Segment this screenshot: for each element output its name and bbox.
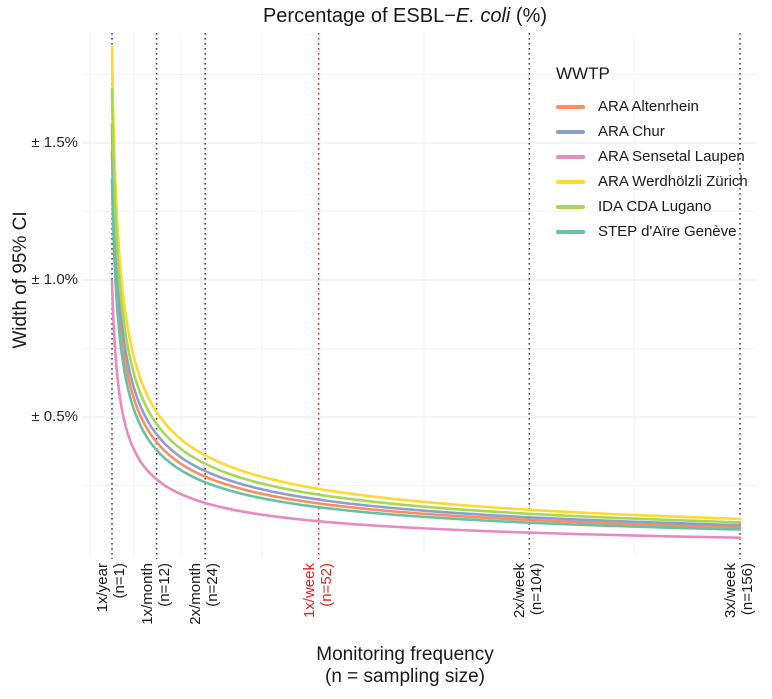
legend-item-label: ARA Chur [598, 123, 665, 140]
x-label-frequency: 3x/week [722, 563, 739, 619]
legend-item-ara-chur: ARA Chur [556, 119, 748, 144]
legend-key-line-icon [556, 204, 585, 209]
x-label-n: (n=52) [317, 563, 335, 607]
plot-title: Percentage of ESBL−E. coli (%) [60, 5, 750, 28]
y-tick-1.5: ± 1.5% [31, 134, 78, 151]
y-tick-0.5: ± 0.5% [31, 408, 78, 425]
plot-title-suffix: (%) [510, 5, 548, 27]
x-label-1x-year: 1x/year (n=1) [94, 563, 128, 612]
legend-item-label: ARA Sensetal Laupen [598, 148, 745, 165]
x-label-n: (n=12) [155, 563, 173, 607]
legend-item-ara-werdhoelzli-zuerich: ARA Werdhölzli Zürich [556, 169, 748, 194]
x-label-1x-month: 1x/month (n=12) [139, 563, 173, 625]
plot-title-species: E. coli [455, 5, 511, 27]
x-label-frequency: 2x/week [511, 563, 529, 619]
legend-key-line-icon [556, 104, 585, 109]
x-label-frequency: 1x/month [138, 563, 156, 625]
legend-item-ara-sensetal-laupen: ARA Sensetal Laupen [556, 144, 748, 169]
legend-key-line-icon [556, 129, 585, 134]
x-label-n: (n=104) [528, 563, 546, 616]
y-tick-1.0: ± 1.0% [31, 271, 78, 288]
x-axis-title-line2: (n = sampling size) [325, 666, 485, 687]
legend-item-label: IDA CDA Lugano [598, 198, 712, 215]
legend-key-line-icon [556, 154, 585, 159]
x-label-n: (n=24) [204, 563, 222, 607]
legend-key-line-icon [556, 229, 585, 234]
x-label-3x-week: 3x/week (n=156) [722, 563, 756, 618]
legend-item-label: ARA Altenrhein [598, 98, 699, 115]
x-label-2x-week: 2x/week (n=104) [511, 563, 545, 618]
x-label-frequency: 1x/week [300, 563, 318, 619]
x-axis-title: Monitoring frequency (n = sampling size) [60, 644, 750, 688]
legend-item-ara-altenrhein: ARA Altenrhein [556, 94, 748, 119]
x-label-n: (n=1) [111, 563, 128, 599]
x-label-frequency: 2x/month [187, 563, 205, 625]
legend-key-line-icon [556, 179, 585, 184]
legend-item-label: ARA Werdhölzli Zürich [598, 173, 748, 190]
x-axis-title-line1: Monitoring frequency [316, 644, 494, 665]
legend-title: WWTP [556, 64, 610, 83]
legend-item-label: STEP d'Aïre Genève [598, 223, 737, 240]
x-label-2x-month: 2x/month (n=24) [187, 563, 221, 625]
x-label-n: (n=156) [739, 563, 756, 616]
x-label-frequency: 1x/year [94, 563, 111, 613]
plot-title-prefix: Percentage of ESBL− [262, 5, 456, 27]
x-label-1x-week-highlighted: 1x/week (n=52) [301, 563, 335, 618]
legend-item-ida-cda-lugano: IDA CDA Lugano [556, 194, 748, 219]
legend: WWTP ARA Altenrhein ARA Chur ARA Senseta… [556, 64, 748, 244]
legend-item-step-daire-geneve: STEP d'Aïre Genève [556, 219, 748, 244]
